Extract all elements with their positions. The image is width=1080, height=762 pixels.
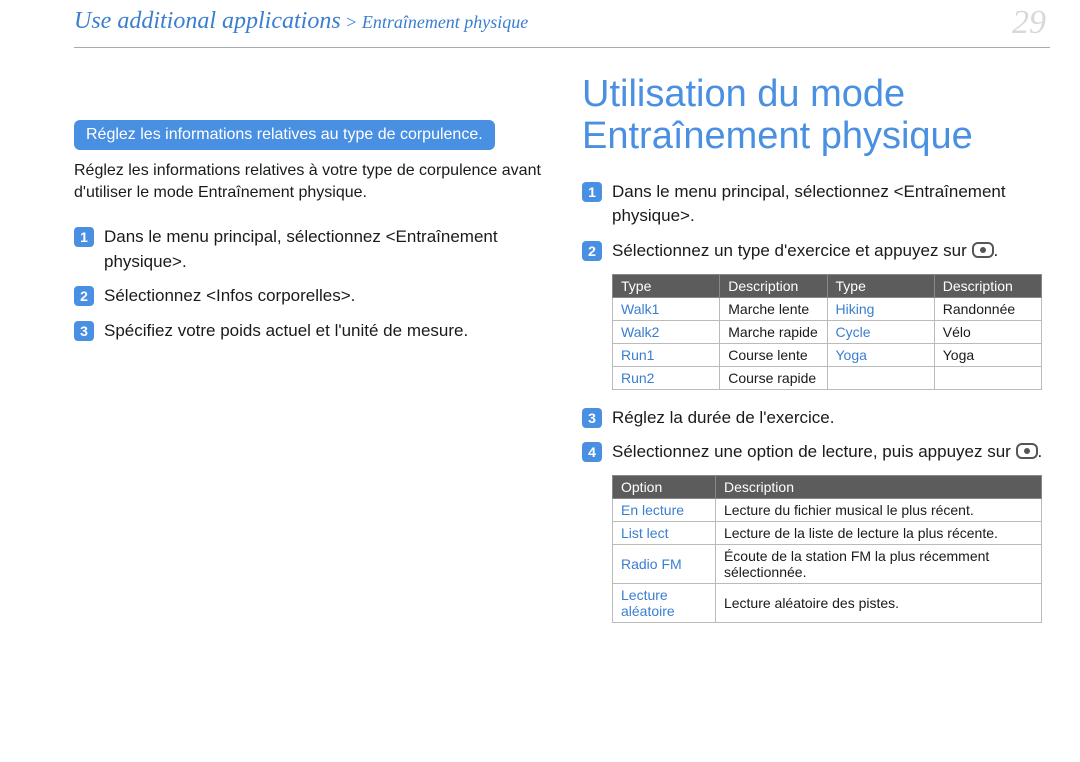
title-line2: Entraînement physique [582, 115, 973, 157]
table-row: En lecture Lecture du fichier musical le… [613, 498, 1042, 521]
step2-pre: Sélectionnez un type d'exercice et appuy… [612, 241, 972, 260]
exercise-type-table: Type Description Type Description Walk1 … [612, 274, 1042, 390]
step-text: Dans le menu principal, sélectionnez <En… [612, 180, 1047, 229]
page-header: Use additional applications > Entraîneme… [74, 8, 1050, 48]
step-text: Réglez la durée de l'exercice. [612, 406, 834, 431]
cell-type: Cycle [827, 320, 934, 343]
right-step-3: 3 Réglez la durée de l'exercice. [582, 406, 1047, 431]
left-step-2: 2 Sélectionnez <Infos corporelles>. [74, 284, 544, 309]
table-header-row: Option Description [613, 475, 1042, 498]
cell-desc: Randonnée [934, 297, 1041, 320]
section-title: Utilisation du mode Entraînement physiqu… [582, 74, 1047, 158]
cell-type: Yoga [827, 343, 934, 366]
left-step-1: 1 Dans le menu principal, sélectionnez <… [74, 225, 544, 274]
cell-type: Walk1 [613, 297, 720, 320]
table-row: Walk1 Marche lente Hiking Randonnée [613, 297, 1042, 320]
step-text: Sélectionnez un type d'exercice et appuy… [612, 239, 998, 264]
playback-option-table: Option Description En lecture Lecture du… [612, 475, 1042, 623]
step-number-badge: 4 [582, 442, 602, 462]
step-number-badge: 2 [582, 241, 602, 261]
table-header-row: Type Description Type Description [613, 274, 1042, 297]
cell-desc: Lecture aléatoire des pistes. [715, 583, 1041, 622]
left-step-3: 3 Spécifiez votre poids actuel et l'unit… [74, 319, 544, 344]
breadcrumb-sub: Entraînement physique [362, 12, 528, 32]
right-column: Utilisation du mode Entraînement physiqu… [582, 74, 1047, 639]
table-header: Description [715, 475, 1041, 498]
title-line1: Utilisation du mode [582, 73, 905, 115]
step-number-badge: 2 [74, 286, 94, 306]
cell-type [827, 366, 934, 389]
table-row: Lecture aléatoire Lecture aléatoire des … [613, 583, 1042, 622]
select-button-icon [1016, 443, 1038, 459]
step-text: Sélectionnez une option de lecture, puis… [612, 440, 1042, 465]
cell-desc: Écoute de la station FM la plus récemmen… [715, 544, 1041, 583]
left-column: Réglez les informations relatives au typ… [74, 120, 544, 354]
subsection-pill: Réglez les informations relatives au typ… [74, 120, 495, 150]
breadcrumb: Use additional applications > Entraîneme… [74, 8, 528, 35]
step-text: Spécifiez votre poids actuel et l'unité … [104, 319, 468, 344]
table-header: Description [720, 274, 827, 297]
cell-desc: Yoga [934, 343, 1041, 366]
step-number-badge: 1 [74, 227, 94, 247]
right-step-4: 4 Sélectionnez une option de lecture, pu… [582, 440, 1047, 465]
cell-desc: Marche rapide [720, 320, 827, 343]
right-step-2: 2 Sélectionnez un type d'exercice et app… [582, 239, 1047, 264]
step4-pre: Sélectionnez une option de lecture, puis… [612, 442, 1016, 461]
cell-desc: Lecture de la liste de lecture la plus r… [715, 521, 1041, 544]
table-row: List lect Lecture de la liste de lecture… [613, 521, 1042, 544]
step-number-badge: 1 [582, 182, 602, 202]
cell-desc: Course lente [720, 343, 827, 366]
breadcrumb-sep: > [341, 12, 362, 32]
breadcrumb-main: Use additional applications [74, 8, 341, 34]
table-header: Type [827, 274, 934, 297]
cell-desc [934, 366, 1041, 389]
table-header: Description [934, 274, 1041, 297]
cell-desc: Vélo [934, 320, 1041, 343]
cell-option: Radio FM [613, 544, 716, 583]
cell-option: List lect [613, 521, 716, 544]
cell-desc: Lecture du fichier musical le plus récen… [715, 498, 1041, 521]
cell-type: Walk2 [613, 320, 720, 343]
select-button-icon [972, 242, 994, 258]
cell-type: Run1 [613, 343, 720, 366]
table-header: Option [613, 475, 716, 498]
table-header: Type [613, 274, 720, 297]
right-step-1: 1 Dans le menu principal, sélectionnez <… [582, 180, 1047, 229]
cell-type: Run2 [613, 366, 720, 389]
table-row: Radio FM Écoute de la station FM la plus… [613, 544, 1042, 583]
cell-option: Lecture aléatoire [613, 583, 716, 622]
step4-post: . [1038, 442, 1043, 461]
table-row: Run2 Course rapide [613, 366, 1042, 389]
step-text: Dans le menu principal, sélectionnez <En… [104, 225, 544, 274]
subsection-description: Réglez les informations relatives à votr… [74, 160, 544, 203]
step2-post: . [994, 241, 999, 260]
page-number: 29 [1012, 4, 1046, 42]
cell-option: En lecture [613, 498, 716, 521]
step-number-badge: 3 [582, 408, 602, 428]
step-number-badge: 3 [74, 321, 94, 341]
table-row: Walk2 Marche rapide Cycle Vélo [613, 320, 1042, 343]
cell-desc: Course rapide [720, 366, 827, 389]
cell-desc: Marche lente [720, 297, 827, 320]
table-row: Run1 Course lente Yoga Yoga [613, 343, 1042, 366]
cell-type: Hiking [827, 297, 934, 320]
step-text: Sélectionnez <Infos corporelles>. [104, 284, 355, 309]
